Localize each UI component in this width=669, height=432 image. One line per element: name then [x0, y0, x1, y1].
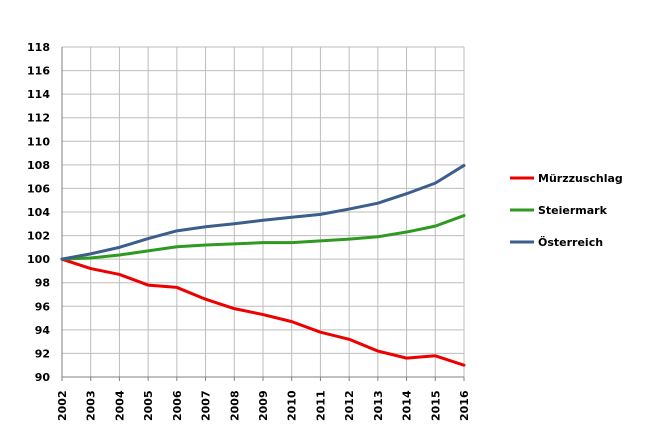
y-axis-ticks: 90 92 94 96 98 100 102 104 106 108 110 112 114 116 118 — [27, 41, 50, 384]
x-tick-label: 2014 — [401, 390, 414, 421]
y-tick-label: 110 — [27, 135, 50, 148]
y-tick-label: 96 — [35, 300, 51, 313]
series-line-2 — [60, 163, 466, 261]
grid-lines — [61, 46, 465, 378]
x-tick-label: 2011 — [314, 390, 327, 421]
x-tick-label: 2009 — [257, 390, 270, 421]
x-tick-label: 2006 — [171, 390, 184, 421]
y-tick-label: 118 — [27, 41, 50, 54]
series-line-0 — [60, 257, 466, 367]
y-tick-label: 112 — [27, 112, 50, 125]
x-tick-label: 2013 — [372, 390, 385, 421]
legend-label: Österreich — [538, 235, 603, 249]
y-tick-label: 94 — [35, 324, 51, 337]
y-tick-label: 92 — [35, 347, 50, 360]
legend-label: Mürzzuschlag — [538, 172, 623, 185]
y-tick-label: 90 — [35, 371, 51, 384]
y-tick-label: 114 — [27, 88, 50, 101]
legend-label: Steiermark — [538, 204, 608, 217]
y-tick-label: 102 — [27, 230, 50, 243]
x-tick-label: 2004 — [113, 390, 126, 421]
y-tick-label: 100 — [27, 253, 50, 266]
x-tick-label: 2002 — [56, 390, 69, 421]
x-tick-label: 2015 — [429, 390, 442, 421]
y-tick-label: 108 — [27, 159, 50, 172]
x-tick-label: 2007 — [200, 390, 213, 421]
axes — [61, 47, 465, 381]
x-tick-label: 2005 — [142, 390, 155, 421]
x-tick-label: 2003 — [85, 390, 98, 421]
x-tick-label: 2016 — [458, 390, 471, 421]
x-tick-label: 2008 — [228, 390, 241, 421]
series-lines — [60, 163, 466, 367]
y-tick-label: 98 — [35, 277, 50, 290]
x-tick-label: 2012 — [343, 390, 356, 421]
y-tick-label: 104 — [27, 206, 50, 219]
y-tick-label: 116 — [27, 65, 50, 78]
legend: Mürzzuschlag Steiermark Österreich — [510, 172, 623, 249]
x-axis-ticks: 2002 2003 2004 2005 2006 2007 2008 2009 2010 2011… — [56, 390, 471, 421]
series-line-1 — [60, 214, 466, 261]
y-tick-label: 106 — [27, 182, 50, 195]
x-tick-label: 2010 — [286, 390, 299, 421]
